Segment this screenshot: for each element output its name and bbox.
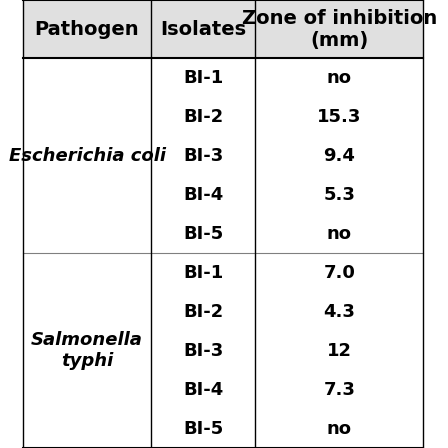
Text: BI-5: BI-5 xyxy=(183,419,223,438)
Text: no: no xyxy=(327,419,352,438)
Text: 9.4: 9.4 xyxy=(323,146,355,165)
Text: 5.3: 5.3 xyxy=(323,185,355,204)
Bar xyxy=(23,0,423,58)
Text: 12: 12 xyxy=(327,341,352,360)
Text: BI-3: BI-3 xyxy=(183,146,223,165)
Text: 15.3: 15.3 xyxy=(317,108,362,126)
Text: BI-1: BI-1 xyxy=(183,69,223,87)
Text: BI-4: BI-4 xyxy=(183,185,223,204)
Text: Zone of inhibition
(mm): Zone of inhibition (mm) xyxy=(241,9,437,50)
Text: no: no xyxy=(327,69,352,87)
Text: Escherichia coli: Escherichia coli xyxy=(9,146,165,165)
Text: 4.3: 4.3 xyxy=(323,302,355,321)
Text: BI-4: BI-4 xyxy=(183,380,223,399)
Text: Salmonella
typhi: Salmonella typhi xyxy=(31,331,143,370)
Text: BI-5: BI-5 xyxy=(183,224,223,243)
Text: Pathogen: Pathogen xyxy=(34,20,139,39)
Text: BI-2: BI-2 xyxy=(183,302,223,321)
Text: 7.3: 7.3 xyxy=(323,380,355,399)
Text: BI-2: BI-2 xyxy=(183,108,223,126)
Text: 7.0: 7.0 xyxy=(323,263,355,282)
Text: no: no xyxy=(327,224,352,243)
Text: BI-3: BI-3 xyxy=(183,341,223,360)
Text: BI-1: BI-1 xyxy=(183,263,223,282)
Text: Isolates: Isolates xyxy=(160,20,246,39)
